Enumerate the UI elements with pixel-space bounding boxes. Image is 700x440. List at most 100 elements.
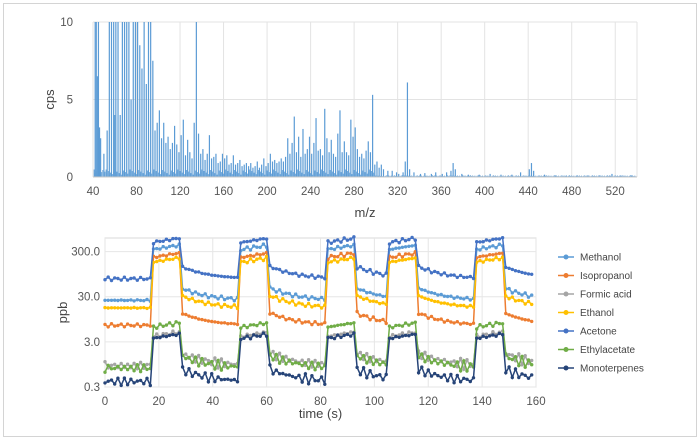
series-point [261,252,266,256]
series-point [526,376,531,380]
series-point [190,296,194,300]
series-point [403,245,408,249]
series-point [475,336,479,340]
series-point [361,353,366,358]
series-point [513,355,518,359]
series-point [158,258,162,262]
series-point [203,357,207,361]
series-point [300,272,304,276]
series-point [342,322,346,327]
series-point [397,241,401,245]
series-point [184,356,188,361]
series-point [125,298,130,303]
series-point [142,382,146,386]
series-point [248,239,253,243]
spectrum-y-tick-label: 10 [60,17,73,29]
series-point [397,335,401,339]
series-point [397,258,401,262]
series-point [297,373,301,377]
series-point [530,302,534,307]
series-point [491,330,495,334]
series-point [319,322,324,326]
series-point [449,372,453,377]
series-point [187,314,191,318]
series-point [229,275,233,279]
series-point [161,324,165,328]
series-point [442,373,447,377]
series-point [352,253,356,257]
series-point [316,297,320,302]
series-point [193,270,198,274]
series-point [313,320,317,324]
series-point [462,303,466,308]
series-point [203,302,207,307]
spectrum-x-tick-label: 120 [170,186,189,198]
series-point [484,247,489,251]
series-point [164,254,169,258]
series-point [200,293,204,298]
series-point [484,324,489,328]
series-point [200,271,204,276]
series-point [336,255,340,259]
series-point [145,297,149,302]
series-point [497,321,502,326]
series-point [193,355,198,359]
series-point [468,298,472,302]
series-point [216,274,220,278]
series-point [187,367,191,371]
series-point [200,376,204,380]
series-point [113,306,117,310]
series-point [455,360,459,364]
series-point [517,375,521,380]
series-point [142,305,146,310]
series-point [103,278,107,282]
series-point [155,335,159,340]
series-point [190,360,194,365]
series-point [106,298,110,302]
series-point [219,378,224,382]
series-point [400,324,405,328]
series-point [349,245,353,249]
series-point [413,320,417,324]
series-point [449,320,453,324]
series-point [171,332,175,337]
series-point [381,294,385,299]
series-point [481,240,485,244]
series-point [119,306,123,310]
series-point [255,257,259,261]
series-point [113,324,117,328]
series-point [222,321,227,325]
series-point [400,237,405,241]
series-point [374,270,379,274]
series-point [368,355,372,360]
series-point [277,315,282,319]
series-point [158,322,162,326]
series-point [245,239,249,244]
series-point [510,267,514,272]
series-point [358,265,363,269]
series-point [313,276,317,280]
series-point [355,309,359,314]
series-point [264,334,269,338]
series-point [384,271,388,275]
series-point [119,383,123,388]
series-point [361,366,366,370]
series-point [465,369,469,373]
series-point [523,373,527,377]
timeseries-y-tick-label: 300.0 [71,247,100,259]
series-point [129,276,133,281]
series-point [416,371,421,375]
series-point [287,291,291,296]
series-point [125,278,130,282]
series-point [277,351,282,355]
series-point [488,321,492,325]
series-point [106,379,110,383]
series-point [274,352,278,357]
series-point [281,355,285,359]
series-point [313,358,317,363]
series-point [429,314,434,319]
series-point [336,238,340,242]
series-point [407,252,411,256]
series-point [378,373,382,377]
legend-marker [563,273,569,278]
